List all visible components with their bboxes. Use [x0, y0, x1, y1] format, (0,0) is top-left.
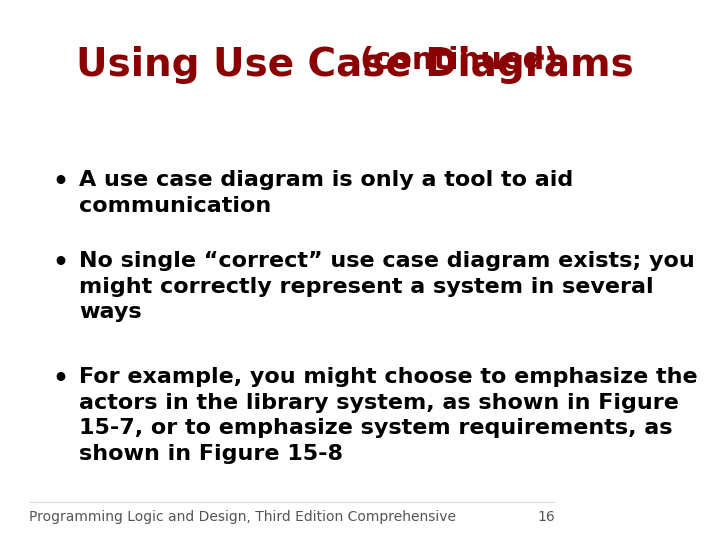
Text: A use case diagram is only a tool to aid
communication: A use case diagram is only a tool to aid… — [79, 170, 573, 215]
Text: Using Use Case Diagrams: Using Use Case Diagrams — [76, 46, 647, 84]
Text: •: • — [53, 170, 68, 194]
Text: No single “correct” use case diagram exists; you
might correctly represent a sys: No single “correct” use case diagram exi… — [79, 251, 695, 322]
Text: •: • — [53, 251, 68, 275]
Text: 16: 16 — [537, 510, 555, 524]
Text: Programming Logic and Design, Third Edition Comprehensive: Programming Logic and Design, Third Edit… — [30, 510, 456, 524]
Text: For example, you might choose to emphasize the
actors in the library system, as : For example, you might choose to emphasi… — [79, 367, 698, 464]
Text: (continued): (continued) — [359, 46, 559, 75]
Text: •: • — [53, 367, 68, 391]
